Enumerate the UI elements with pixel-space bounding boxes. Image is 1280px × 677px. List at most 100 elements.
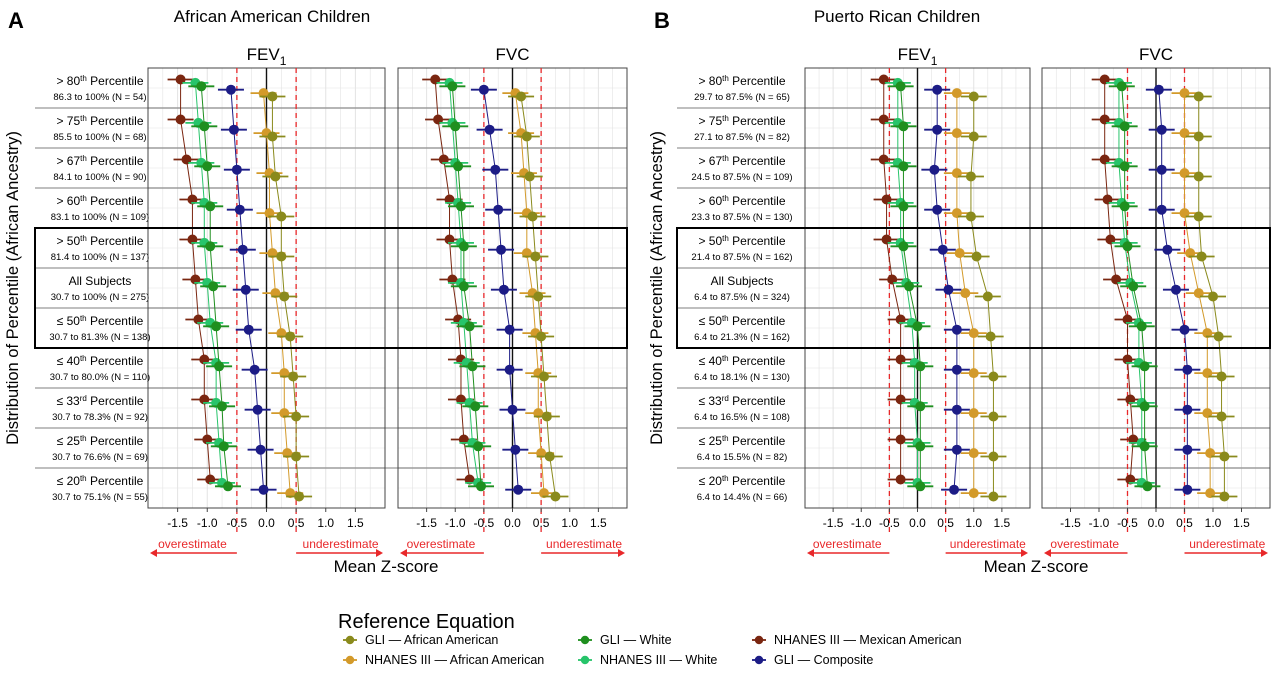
data-point <box>240 284 251 295</box>
data-point <box>1216 411 1227 422</box>
data-point <box>1208 291 1218 302</box>
legend-title: Reference Equation <box>338 611 515 633</box>
data-point <box>276 211 287 222</box>
data-point <box>450 121 461 132</box>
data-point <box>968 488 979 499</box>
x-tick-label: 1.5 <box>994 516 1011 530</box>
data-point <box>968 408 979 419</box>
data-point <box>231 164 242 175</box>
legend-label: GLI — White <box>600 633 672 647</box>
data-point <box>1142 481 1153 492</box>
x-axis-label: Mean Z-score <box>984 557 1089 576</box>
legend-swatch-dot <box>754 635 764 645</box>
data-point <box>1119 121 1130 132</box>
underestimate-label: underestimate <box>1189 537 1265 551</box>
data-point <box>1162 244 1173 255</box>
data-point <box>202 161 213 172</box>
row-label: > 67th Percentile <box>698 154 785 168</box>
x-tick-label: 0.5 <box>288 516 305 530</box>
data-point <box>484 124 495 135</box>
data-point <box>1182 484 1193 495</box>
data-point <box>294 491 305 502</box>
data-point <box>904 281 915 292</box>
data-point <box>276 251 287 262</box>
row-label: ≤ 40th Percentile <box>699 354 786 368</box>
panel-letter: B <box>654 8 670 33</box>
data-point <box>270 171 281 182</box>
data-point <box>218 441 229 452</box>
x-tick-label: -1.5 <box>416 516 437 530</box>
data-point <box>988 491 999 502</box>
data-point <box>544 451 555 462</box>
data-point <box>929 164 940 175</box>
row-sublabel: 6.4 to 18.1% (N = 130) <box>694 372 790 383</box>
row-label: > 67th Percentile <box>56 154 143 168</box>
x-tick-label: 1.5 <box>347 516 364 530</box>
data-point <box>458 281 469 292</box>
data-point <box>965 211 976 222</box>
data-point <box>524 171 535 182</box>
data-point <box>504 364 515 375</box>
row-sublabel: 6.4 to 15.5% (N = 82) <box>697 452 788 463</box>
data-point <box>937 244 948 255</box>
x-tick-label: 1.0 <box>317 516 334 530</box>
row-label: > 60th Percentile <box>698 194 785 208</box>
x-tick-label: -1.0 <box>197 516 218 530</box>
data-point <box>498 284 509 295</box>
row-label: ≤ 20th Percentile <box>57 474 144 488</box>
data-point <box>258 484 269 495</box>
data-point <box>943 284 954 295</box>
overestimate-label: overestimate <box>158 537 227 551</box>
x-tick-label: 0.5 <box>1176 516 1193 530</box>
x-tick-label: -0.5 <box>879 516 900 530</box>
data-point <box>968 368 979 379</box>
row-label: > 60th Percentile <box>56 194 143 208</box>
data-point <box>1153 84 1164 95</box>
legend-label: NHANES III — Mexican American <box>774 633 962 647</box>
legend-label: NHANES III — African American <box>365 653 544 667</box>
legend-item: GLI — White <box>578 633 672 647</box>
data-point <box>1116 81 1127 92</box>
x-tick-label: -0.5 <box>474 516 495 530</box>
y-axis-label: Distribution of Percentile (African Ance… <box>648 131 666 445</box>
row-sublabel: 6.4 to 16.5% (N = 108) <box>694 412 790 423</box>
data-point <box>1196 251 1207 262</box>
data-point <box>1136 321 1147 332</box>
data-point <box>527 211 538 222</box>
x-tick-label: -1.5 <box>167 516 188 530</box>
x-tick-label: 1.0 <box>965 516 982 530</box>
row-sublabel: 30.7 to 78.3% (N = 92) <box>52 412 148 423</box>
facet-fvc: FVC -1.5 -1.0 -0.5 0.0 0.5 1.0 1.5 overestimate u… <box>397 45 628 557</box>
x-tick-label: 1.0 <box>561 516 578 530</box>
row-label: ≤ 33rd Percentile <box>698 394 785 408</box>
data-point <box>968 91 979 102</box>
data-point <box>1139 441 1150 452</box>
row-sublabel: 84.1 to 100% (N = 90) <box>53 172 146 183</box>
data-point <box>988 451 999 462</box>
data-point <box>225 84 236 95</box>
data-point <box>530 251 541 262</box>
x-tick-label: -1.0 <box>851 516 872 530</box>
data-point <box>1156 124 1167 135</box>
data-point <box>1139 361 1150 372</box>
underestimate-label: underestimate <box>950 537 1026 551</box>
data-point <box>538 371 549 382</box>
data-point <box>205 241 216 252</box>
data-point <box>217 401 228 412</box>
x-tick-label: -1.0 <box>1089 516 1110 530</box>
data-point <box>211 321 222 332</box>
data-point <box>1216 371 1227 382</box>
arrow-head-right <box>1261 549 1268 557</box>
data-point <box>470 401 481 412</box>
data-point <box>464 321 475 332</box>
data-point <box>1193 131 1204 142</box>
chart-panel-a: A African American Children Distribution o… <box>4 7 628 576</box>
highlight-box <box>34 227 628 349</box>
facet-label: FEV1 <box>898 45 938 68</box>
data-point <box>1182 404 1193 415</box>
row-label: ≤ 33rd Percentile <box>56 394 143 408</box>
data-point <box>968 131 979 142</box>
data-point <box>1213 331 1224 342</box>
data-point <box>447 81 458 92</box>
